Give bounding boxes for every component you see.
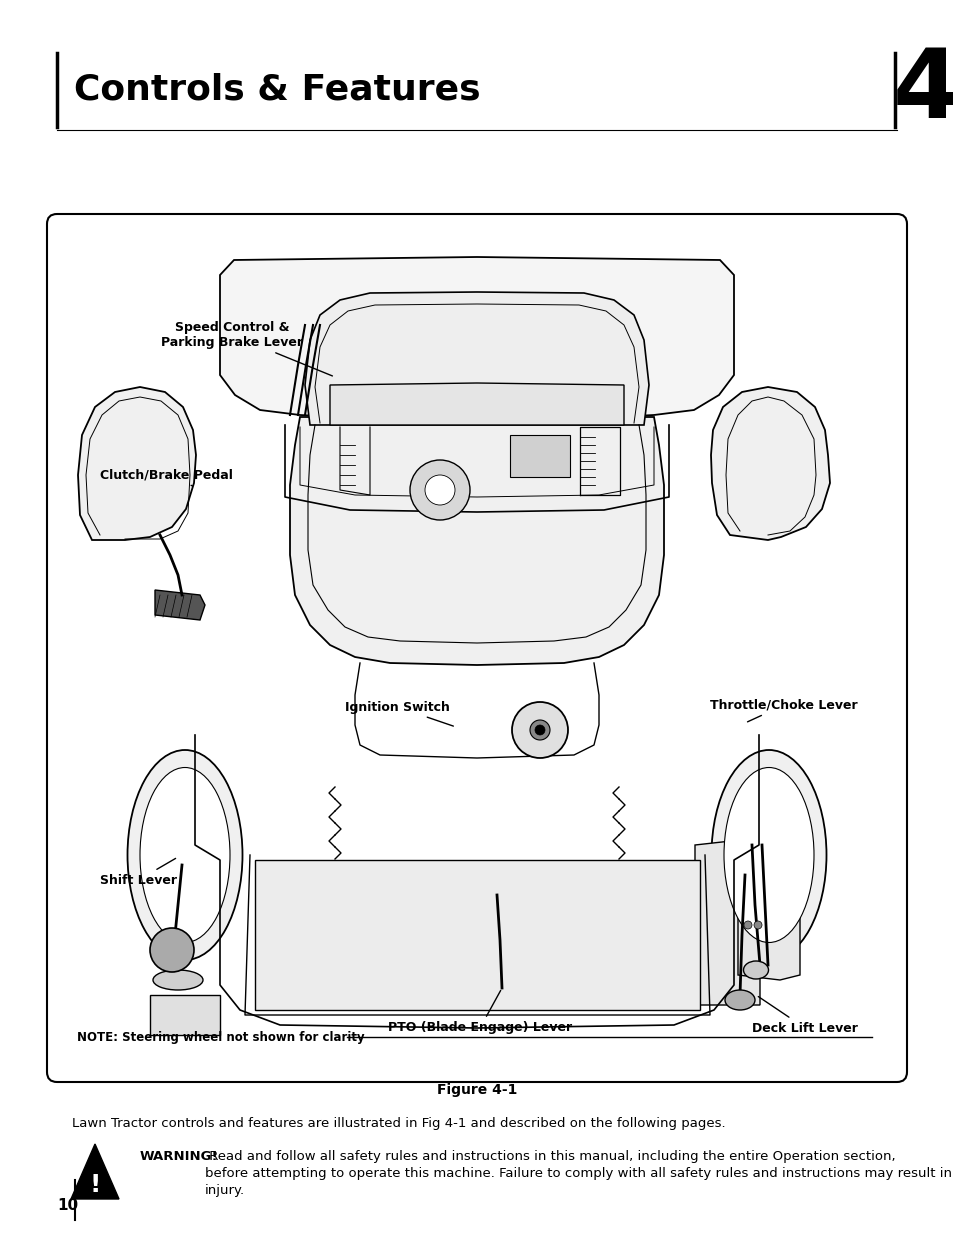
Text: !: ! (90, 1173, 101, 1197)
Polygon shape (330, 383, 623, 425)
Text: 10: 10 (57, 1198, 78, 1213)
Circle shape (535, 725, 544, 735)
Circle shape (753, 921, 761, 929)
Circle shape (410, 459, 470, 520)
Circle shape (512, 701, 567, 758)
Ellipse shape (723, 767, 813, 942)
Polygon shape (150, 995, 220, 1035)
Ellipse shape (152, 969, 203, 990)
Text: PTO (Blade Engage) Lever: PTO (Blade Engage) Lever (388, 990, 572, 1035)
Circle shape (150, 927, 193, 972)
Text: 4: 4 (892, 46, 953, 138)
Polygon shape (154, 590, 205, 620)
Circle shape (424, 475, 455, 505)
Text: Throttle/Choke Lever: Throttle/Choke Lever (710, 699, 857, 721)
Polygon shape (738, 845, 800, 981)
Ellipse shape (742, 961, 768, 979)
Text: NOTE: Steering wheel not shown for clarity: NOTE: Steering wheel not shown for clari… (77, 1030, 364, 1044)
Ellipse shape (128, 750, 242, 960)
Text: Figure 4-1: Figure 4-1 (436, 1083, 517, 1097)
Polygon shape (305, 291, 648, 425)
Text: Ignition Switch: Ignition Switch (345, 700, 453, 726)
Ellipse shape (724, 990, 754, 1010)
Polygon shape (290, 417, 663, 664)
Text: Deck Lift Lever: Deck Lift Lever (751, 997, 857, 1035)
Circle shape (530, 720, 550, 740)
Polygon shape (695, 840, 760, 1005)
Text: Lawn Tractor controls and features are illustrated in Fig 4-1 and described on t: Lawn Tractor controls and features are i… (71, 1116, 725, 1130)
Ellipse shape (140, 767, 230, 942)
FancyBboxPatch shape (47, 214, 906, 1082)
Text: Controls & Features: Controls & Features (74, 73, 480, 107)
Polygon shape (78, 387, 195, 540)
Polygon shape (71, 1144, 119, 1199)
Polygon shape (710, 387, 829, 540)
Text: WARNING!: WARNING! (140, 1150, 218, 1163)
Polygon shape (510, 435, 569, 477)
Circle shape (743, 921, 751, 929)
Polygon shape (254, 860, 700, 1010)
Text: Speed Control &
Parking Brake Lever: Speed Control & Parking Brake Lever (161, 321, 332, 375)
Text: Shift Lever: Shift Lever (100, 858, 177, 887)
Polygon shape (490, 974, 514, 988)
Ellipse shape (711, 750, 825, 960)
Polygon shape (220, 257, 733, 421)
Text: Clutch/Brake Pedal: Clutch/Brake Pedal (100, 468, 233, 485)
Text: Read and follow all safety rules and instructions in this manual, including the : Read and follow all safety rules and ins… (205, 1150, 953, 1197)
